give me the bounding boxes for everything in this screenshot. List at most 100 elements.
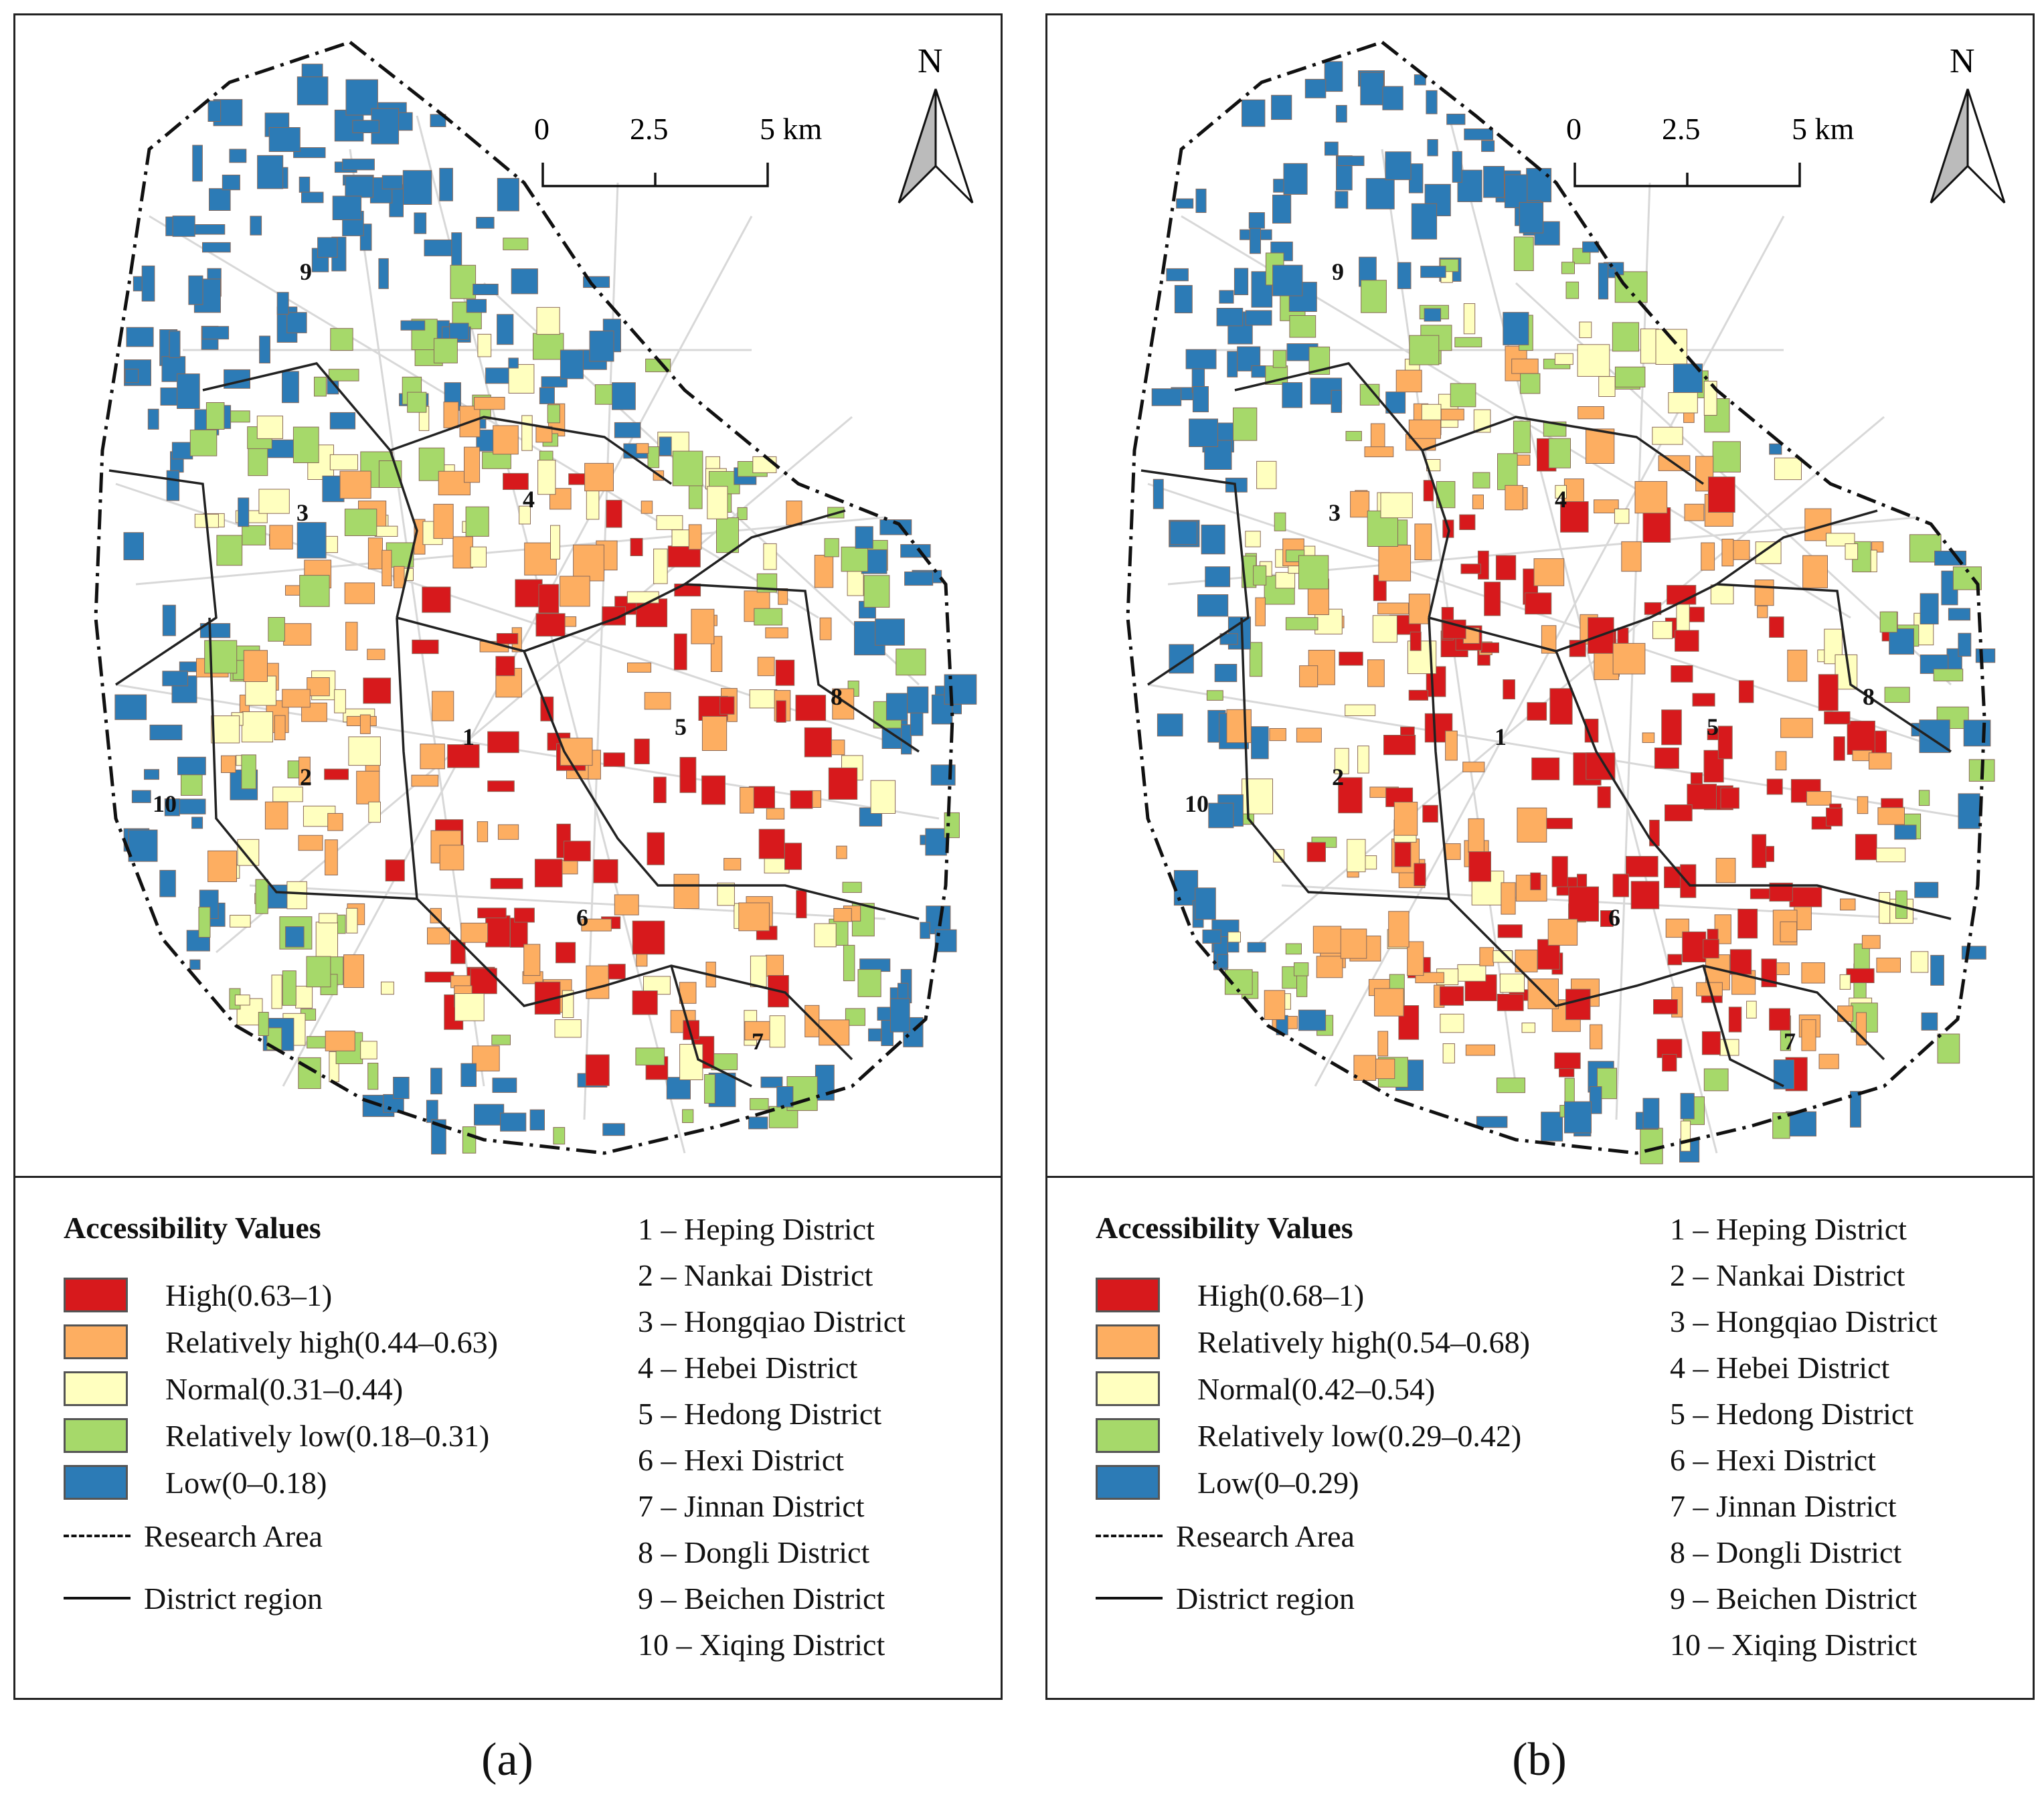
district-list: 1 – Heping District 2 – Nankai District … [638, 1206, 906, 1668]
accessibility-block [679, 757, 697, 793]
accessibility-block [1457, 964, 1486, 982]
accessibility-block [1894, 825, 1917, 840]
accessibility-block [1422, 804, 1438, 823]
accessibility-block [433, 503, 454, 539]
accessibility-block [1708, 477, 1735, 513]
accessibility-block [1787, 649, 1808, 682]
accessibility-blocks [114, 64, 977, 1155]
accessibility-block [492, 1077, 517, 1093]
legend-class-relatively-low: Relatively low(0.18–0.31) [64, 1415, 489, 1456]
legend-class-low: Low(0–0.18) [64, 1462, 327, 1502]
accessibility-block [635, 1047, 665, 1065]
swatch-relatively-high [1096, 1324, 1160, 1359]
accessibility-block [1217, 954, 1229, 969]
accessibility-block [934, 929, 957, 952]
legend-class-relatively-high: Relatively high(0.44–0.63) [64, 1322, 498, 1362]
accessibility-block [634, 738, 650, 764]
accessibility-block [1460, 564, 1481, 574]
legend-label: Low(0–0.18) [165, 1465, 327, 1500]
accessibility-block [766, 808, 785, 820]
accessibility-block [1503, 312, 1529, 345]
accessibility-block [585, 1054, 610, 1086]
accessibility-block [503, 238, 529, 250]
accessibility-block [1472, 495, 1484, 509]
accessibility-block [1826, 533, 1855, 547]
accessibility-block [500, 1112, 527, 1132]
accessibility-block [843, 944, 855, 982]
accessibility-block [1306, 842, 1327, 863]
district-item: 6 – Hexi District [638, 1443, 844, 1477]
accessibility-block [315, 922, 339, 958]
accessibility-block [904, 572, 934, 586]
accessibility-block [431, 1119, 446, 1155]
scale-label-0: 0 [534, 112, 549, 146]
accessibility-block [1555, 485, 1567, 499]
accessibility-block [381, 175, 403, 189]
accessibility-block [329, 412, 356, 430]
accessibility-block [343, 954, 365, 988]
accessibility-block [114, 694, 147, 720]
accessibility-block [589, 331, 614, 362]
accessibility-block [1958, 632, 1972, 657]
accessibility-block [451, 232, 462, 268]
accessibility-block [242, 525, 266, 545]
accessibility-block [230, 915, 251, 928]
accessibility-block [1501, 882, 1516, 915]
accessibility-block [632, 920, 665, 955]
accessibility-block [1459, 514, 1476, 530]
accessibility-block [221, 755, 236, 773]
accessibility-block [1525, 592, 1552, 615]
accessibility-block [1397, 262, 1412, 289]
accessibility-block [533, 333, 564, 360]
accessibility-block [301, 191, 324, 203]
accessibility-block [1339, 651, 1363, 666]
accessibility-block [1484, 582, 1501, 616]
choropleth-map-a: 1 2 3 4 5 6 7 8 9 10 0 2.5 5 km N [94, 40, 977, 1155]
accessibility-block [394, 566, 405, 588]
accessibility-block [434, 338, 458, 363]
accessibility-block [1703, 939, 1719, 959]
accessibility-block [1481, 140, 1495, 152]
accessibility-block [511, 268, 538, 294]
accessibility-block [644, 692, 671, 710]
accessibility-block [701, 775, 726, 805]
accessibility-block [804, 727, 832, 758]
accessibility-block [1497, 453, 1518, 491]
accessibility-block [381, 981, 394, 995]
accessibility-block [1331, 390, 1343, 413]
accessibility-block [1877, 807, 1905, 825]
accessibility-block [641, 501, 653, 514]
accessibility-block [1644, 602, 1662, 615]
district-number-6: 6 [1608, 904, 1620, 931]
legend-class-normal: Normal(0.42–0.54) [1096, 1369, 1435, 1409]
accessibility-block [466, 298, 487, 313]
accessibility-block [1642, 732, 1655, 744]
accessibility-block [276, 292, 289, 315]
accessibility-block [541, 376, 568, 387]
accessibility-block [1206, 690, 1223, 701]
accessibility-block [1703, 1068, 1729, 1092]
accessibility-block [1541, 1112, 1563, 1142]
accessibility-block [1879, 892, 1891, 924]
map-panel-a: 1 2 3 4 5 6 7 8 9 10 0 2.5 5 km N Access… [13, 13, 1003, 1700]
district-number-4: 4 [523, 486, 535, 513]
accessibility-block [1554, 353, 1573, 365]
accessibility-block [1876, 957, 1901, 973]
accessibility-block [1367, 659, 1385, 687]
panel-caption-a: (a) [481, 1734, 533, 1786]
accessibility-block [508, 357, 519, 369]
accessibility-block [1364, 446, 1394, 458]
district-item: 1 – Heping District [638, 1212, 875, 1246]
accessibility-block [1174, 284, 1193, 314]
accessibility-block [1612, 642, 1646, 675]
accessibility-block [1541, 625, 1557, 654]
accessibility-block [1414, 863, 1426, 886]
accessibility-block [1667, 954, 1683, 966]
accessibility-block [124, 369, 139, 383]
accessibility-block [814, 923, 837, 948]
district-item: 4 – Hebei District [1670, 1351, 1890, 1385]
accessibility-block [1721, 539, 1734, 567]
accessibility-block [241, 754, 256, 790]
accessibility-block [1382, 86, 1403, 110]
accessibility-block [1251, 365, 1266, 378]
